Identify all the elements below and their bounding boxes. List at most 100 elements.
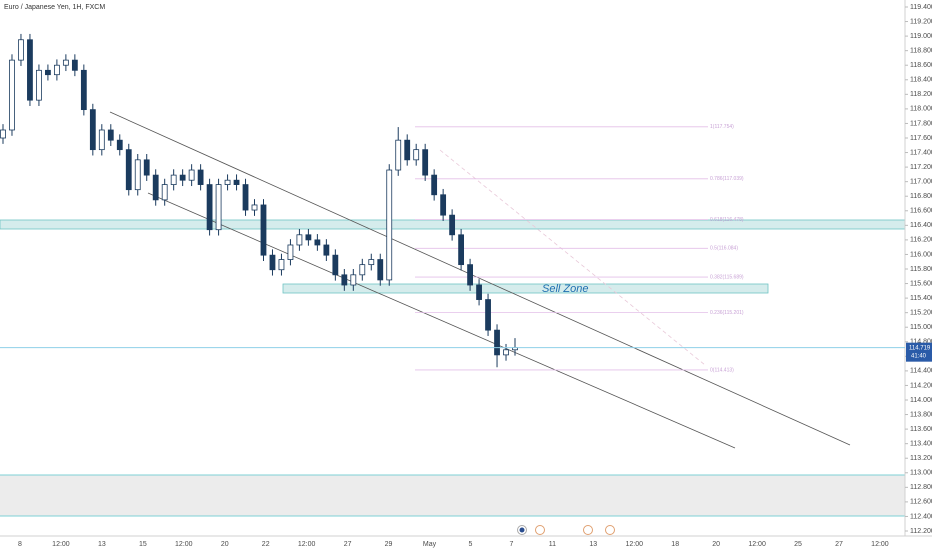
x-tick-label: 15 bbox=[139, 541, 147, 548]
y-tick-label: 118.000 bbox=[910, 106, 932, 113]
x-tick-label: 20 bbox=[221, 541, 229, 548]
x-tick-label: 11 bbox=[549, 541, 556, 548]
candle-body bbox=[314, 239, 321, 246]
candle-body bbox=[45, 69, 51, 76]
grey-zone bbox=[0, 475, 905, 516]
candle-body bbox=[404, 139, 411, 161]
fib-label: 0.236(115.201) bbox=[710, 310, 744, 316]
fib-label: 0(114.413) bbox=[710, 367, 734, 373]
candle-body bbox=[251, 204, 258, 211]
candle-body bbox=[413, 149, 420, 161]
toolbar bbox=[517, 525, 615, 535]
icon[interactable] bbox=[535, 525, 545, 535]
candle-body bbox=[125, 149, 132, 191]
x-tick-label: 5 bbox=[468, 541, 472, 548]
candle-body bbox=[9, 59, 15, 131]
candle-body bbox=[503, 349, 509, 356]
candle-body bbox=[116, 139, 123, 151]
x-tick-label: 12:00 bbox=[52, 541, 70, 548]
candle-body bbox=[233, 179, 240, 185]
y-tick-label: 116.400 bbox=[910, 222, 932, 229]
y-tick-label: 116.800 bbox=[910, 193, 932, 200]
y-tick-label: 118.800 bbox=[910, 48, 932, 55]
candle-body bbox=[341, 274, 348, 286]
x-tick-label: 18 bbox=[671, 541, 679, 548]
candle-body bbox=[440, 194, 447, 216]
channel-lower bbox=[147, 192, 736, 449]
fib-label: 1(117.754) bbox=[710, 124, 734, 130]
y-tick-label: 116.000 bbox=[910, 251, 932, 258]
y-tick-label: 113.800 bbox=[910, 411, 932, 418]
candle-body bbox=[323, 244, 330, 256]
projection bbox=[439, 149, 706, 366]
candle-body bbox=[206, 184, 213, 231]
candle-body bbox=[152, 174, 159, 201]
price-box bbox=[906, 342, 932, 362]
y-tick-label: 113.400 bbox=[910, 441, 932, 448]
icon[interactable] bbox=[583, 525, 593, 535]
candle-body bbox=[98, 129, 105, 151]
candle-body bbox=[287, 244, 294, 260]
y-tick-label: 114.400 bbox=[910, 368, 932, 375]
x-tick-label: 20 bbox=[712, 541, 720, 548]
y-tick-label: 112.400 bbox=[910, 513, 932, 520]
y-tick-label: 115.600 bbox=[910, 280, 932, 287]
channel-upper bbox=[109, 111, 851, 446]
x-tick-label: May bbox=[423, 541, 437, 548]
fib-label: 0.618(116.478) bbox=[710, 217, 744, 223]
x-tick-label: 7 bbox=[509, 541, 513, 548]
y-tick-label: 118.400 bbox=[910, 77, 932, 84]
candle-body bbox=[458, 234, 465, 266]
x-tick-label: 29 bbox=[385, 541, 393, 548]
y-tick-label: 119.000 bbox=[910, 33, 932, 40]
candle-body bbox=[305, 234, 312, 241]
y-tick-label: 115.400 bbox=[910, 295, 932, 302]
candle-body bbox=[350, 274, 357, 286]
candle-body bbox=[71, 59, 78, 71]
chart-title: Euro / Japanese Yen, 1H, FXCM bbox=[4, 4, 105, 11]
y-tick-label: 116.600 bbox=[910, 208, 932, 215]
candle-body bbox=[89, 109, 96, 151]
candle-body bbox=[161, 184, 168, 201]
candle-body bbox=[53, 64, 60, 76]
y-tick-label: 114.800 bbox=[910, 339, 932, 346]
sell-zone bbox=[282, 283, 769, 294]
candle-body bbox=[224, 179, 231, 185]
candle-body bbox=[449, 214, 456, 236]
icon[interactable] bbox=[605, 525, 615, 535]
candle-body bbox=[188, 169, 195, 181]
y-tick-label: 112.800 bbox=[910, 484, 932, 491]
candle-body bbox=[134, 159, 141, 191]
candle-body bbox=[107, 129, 114, 141]
y-tick-label: 112.200 bbox=[910, 528, 932, 535]
y-tick-label: 113.600 bbox=[910, 426, 932, 433]
x-tick-label: 25 bbox=[794, 541, 802, 548]
x-tick-label: 8 bbox=[18, 541, 22, 548]
candle-body bbox=[260, 204, 267, 256]
y-tick-label: 115.200 bbox=[910, 310, 932, 317]
candle-body bbox=[18, 39, 24, 61]
y-tick-label: 115.000 bbox=[910, 324, 932, 331]
countdown: 41:40 bbox=[911, 353, 927, 359]
sell-zone-label: Sell Zone bbox=[542, 283, 588, 295]
x-tick-label: 12:00 bbox=[871, 541, 889, 548]
y-tick-label: 114.200 bbox=[910, 382, 932, 389]
candle-body bbox=[296, 234, 303, 246]
candle-body bbox=[494, 329, 500, 356]
candle-body bbox=[143, 159, 150, 176]
y-tick-label: 119.200 bbox=[910, 18, 932, 25]
x-tick-label: 12:00 bbox=[175, 541, 193, 548]
candle-body bbox=[27, 39, 33, 101]
y-tick-label: 117.400 bbox=[910, 149, 932, 156]
candle-body bbox=[359, 264, 366, 276]
candles bbox=[0, 33, 518, 368]
x-tick-label: 12:00 bbox=[748, 541, 766, 548]
y-tick-label: 119.400 bbox=[910, 4, 932, 11]
candle-body bbox=[395, 139, 402, 171]
y-tick-label: 115.800 bbox=[910, 266, 932, 273]
candle-body bbox=[368, 259, 375, 266]
y-tick-label: 113.000 bbox=[910, 470, 932, 477]
candle-body bbox=[197, 169, 204, 185]
